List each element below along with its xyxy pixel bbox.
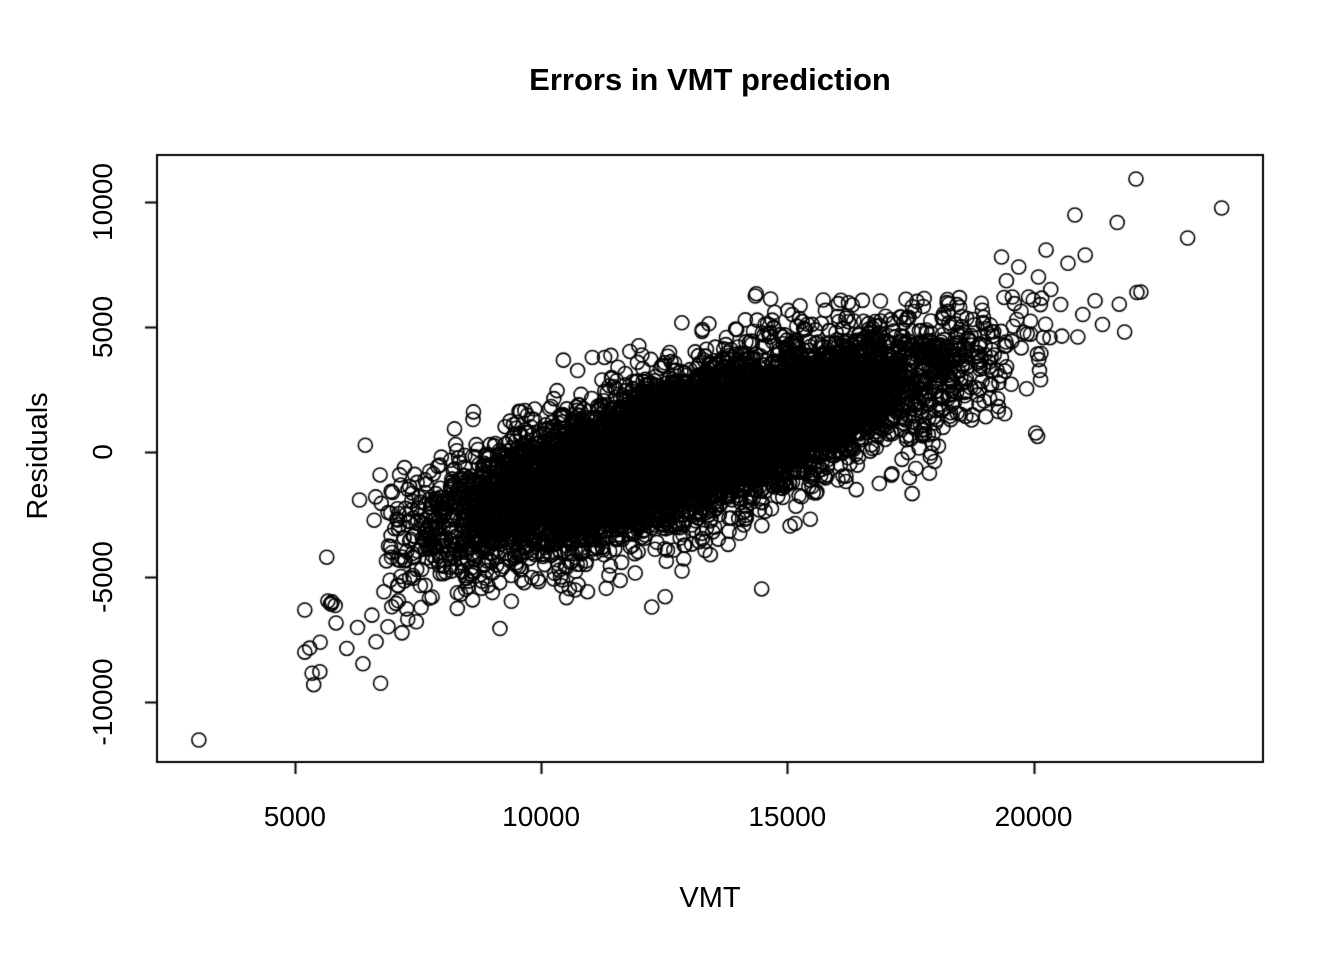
x-tick-label: 15000 xyxy=(748,801,827,832)
x-tick-label: 20000 xyxy=(994,801,1073,832)
y-axis-label: Residuals xyxy=(22,392,54,520)
chart-title: Errors in VMT prediction xyxy=(529,62,891,97)
x-tick-label: 10000 xyxy=(502,801,581,832)
x-tick-label: 5000 xyxy=(263,801,327,832)
y-tick-label: 10000 xyxy=(87,163,118,241)
x-axis-label: VMT xyxy=(679,882,741,914)
